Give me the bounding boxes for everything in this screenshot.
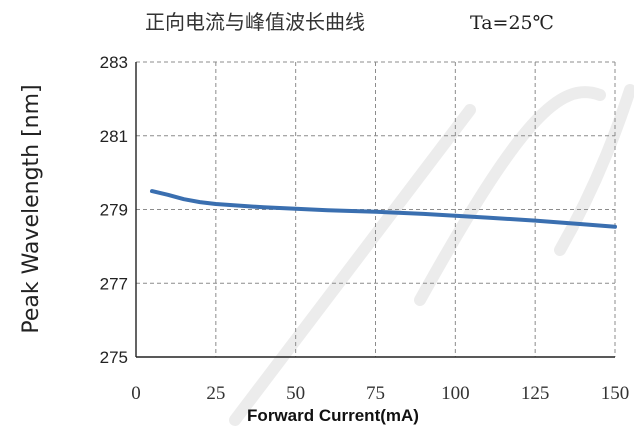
x-tick-labels: 0 25 50 75 100 125 150 bbox=[131, 383, 629, 404]
x-tick-label: 100 bbox=[441, 383, 470, 404]
x-tick-label: 125 bbox=[521, 383, 550, 404]
x-tick-label: 150 bbox=[601, 383, 630, 404]
y-tick-labels: 275 277 279 281 283 bbox=[100, 53, 128, 367]
x-tick-label: 50 bbox=[286, 383, 305, 404]
series-line bbox=[150, 189, 617, 229]
x-tick-label: 75 bbox=[366, 383, 385, 404]
x-tick-label: 0 bbox=[131, 383, 141, 404]
x-axis-label: Forward Current(mA) bbox=[247, 406, 419, 425]
watermark bbox=[229, 84, 634, 426]
y-tick-label: 275 bbox=[100, 348, 128, 367]
y-tick-label: 277 bbox=[100, 274, 128, 293]
series-layer bbox=[150, 189, 617, 229]
chart-subtitle: Ta=25℃ bbox=[470, 12, 554, 34]
y-tick-label: 283 bbox=[100, 53, 128, 72]
y-tick-label: 279 bbox=[100, 201, 128, 220]
axes bbox=[135, 62, 615, 358]
y-axis-label: Peak Wavelength [nm] bbox=[19, 84, 44, 333]
chart-title: 正向电流与峰值波长曲线 bbox=[145, 10, 365, 34]
y-tick-label: 281 bbox=[100, 127, 128, 146]
x-tick-label: 25 bbox=[206, 383, 225, 404]
